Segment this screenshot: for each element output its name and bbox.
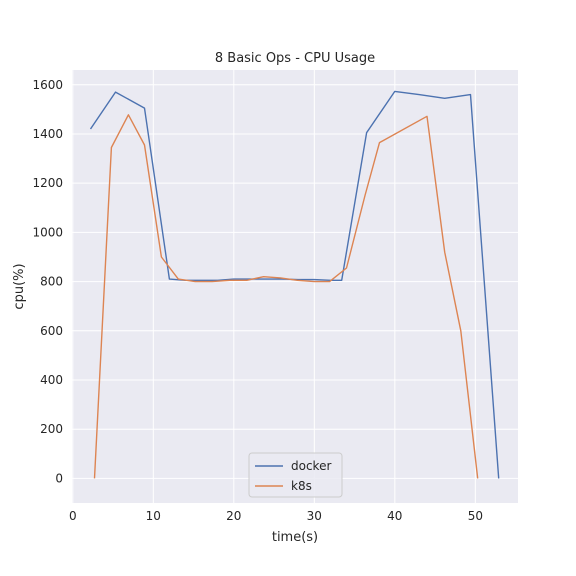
y-axis-label: cpu(%)	[12, 263, 27, 309]
x-tick-label: 40	[387, 509, 402, 523]
grid-layer	[72, 70, 518, 503]
y-tick-label: 1400	[32, 127, 63, 141]
y-tick-label: 400	[40, 373, 63, 387]
y-tick-label: 0	[55, 471, 63, 485]
y-tick-label: 1600	[32, 78, 63, 92]
x-tick-label: 50	[468, 509, 483, 523]
y-tick-label: 1000	[32, 225, 63, 239]
series-line-docker	[89, 90, 500, 479]
y-tick-label: 1200	[32, 176, 63, 190]
legend: docker k8s	[248, 452, 343, 498]
x-axis-label: time(s)	[272, 530, 318, 545]
x-tick-label: 20	[226, 509, 241, 523]
series-layer	[89, 90, 500, 479]
x-tick-label: 10	[146, 509, 161, 523]
series-line-k8s	[93, 114, 479, 479]
plot-background	[72, 70, 518, 503]
x-tick-label: 30	[307, 509, 322, 523]
tick-labels: 0 10 20 30 40 50 0 200 400 600 800 1000 1200 1400 1600	[32, 78, 483, 523]
legend-label-k8s: k8s	[291, 479, 312, 493]
y-tick-label: 600	[40, 324, 63, 338]
chart-title: 8 Basic Ops - CPU Usage	[215, 51, 375, 66]
y-tick-label: 800	[40, 275, 63, 289]
legend-label-docker: docker	[291, 459, 331, 473]
x-tick-label: 0	[69, 509, 77, 523]
legend-items: docker k8s	[255, 459, 331, 493]
y-tick-label: 200	[40, 422, 63, 436]
